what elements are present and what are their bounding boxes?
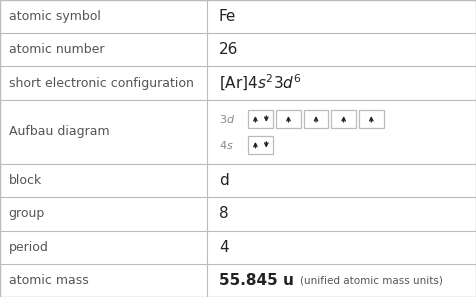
Text: 8: 8 [219, 206, 228, 222]
Text: atomic number: atomic number [9, 43, 104, 56]
Text: $\rm{[Ar]4\mathit{s}^2 3\mathit{d}^6}$: $\rm{[Ar]4\mathit{s}^2 3\mathit{d}^6}$ [219, 73, 302, 93]
Text: (unified atomic mass units): (unified atomic mass units) [300, 275, 443, 285]
Text: 26: 26 [219, 42, 238, 57]
Text: group: group [9, 208, 45, 220]
Bar [276, 110, 301, 128]
Bar [304, 110, 328, 128]
Text: $3d$: $3d$ [219, 113, 235, 125]
Text: Fe: Fe [219, 9, 237, 24]
Text: short electronic configuration: short electronic configuration [9, 77, 193, 89]
Text: 4: 4 [219, 240, 228, 255]
Text: atomic symbol: atomic symbol [9, 10, 100, 23]
Text: block: block [9, 174, 42, 187]
Bar [331, 110, 356, 128]
Text: atomic mass: atomic mass [9, 274, 89, 287]
Text: 55.845 u: 55.845 u [219, 273, 294, 288]
Bar [359, 110, 384, 128]
Bar [248, 136, 273, 154]
Text: period: period [9, 241, 49, 254]
Bar [248, 110, 273, 128]
Text: Aufbau diagram: Aufbau diagram [9, 125, 109, 138]
Text: d: d [219, 173, 228, 188]
Text: $4s$: $4s$ [219, 139, 234, 151]
